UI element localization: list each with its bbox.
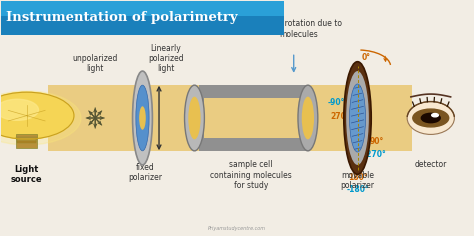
Ellipse shape — [188, 97, 201, 139]
Text: -90°: -90° — [328, 98, 345, 107]
FancyBboxPatch shape — [17, 141, 36, 143]
Circle shape — [421, 113, 440, 123]
Ellipse shape — [139, 106, 146, 130]
Text: fixed
polarizer: fixed polarizer — [128, 163, 162, 182]
FancyBboxPatch shape — [0, 1, 284, 16]
Text: Linearly
polarized
light: Linearly polarized light — [148, 44, 184, 73]
Polygon shape — [199, 85, 308, 151]
Polygon shape — [48, 85, 412, 151]
Text: unpolarized
light: unpolarized light — [73, 54, 118, 73]
FancyBboxPatch shape — [16, 137, 37, 139]
Circle shape — [432, 114, 438, 117]
Circle shape — [0, 92, 74, 139]
Ellipse shape — [302, 97, 314, 139]
Text: 90°: 90° — [369, 137, 383, 146]
Ellipse shape — [184, 85, 204, 151]
Text: 270°: 270° — [330, 112, 350, 121]
Text: 0°: 0° — [362, 52, 371, 62]
Circle shape — [413, 109, 449, 127]
Text: Priyamstudycentre.com: Priyamstudycentre.com — [208, 226, 266, 231]
Ellipse shape — [346, 71, 369, 165]
Ellipse shape — [407, 101, 455, 135]
Text: movable
polarizer: movable polarizer — [340, 171, 374, 190]
Text: 180°: 180° — [349, 173, 368, 182]
Circle shape — [0, 91, 81, 145]
FancyBboxPatch shape — [0, 1, 284, 35]
FancyBboxPatch shape — [16, 135, 37, 148]
Ellipse shape — [344, 62, 371, 174]
Polygon shape — [199, 143, 308, 151]
Ellipse shape — [136, 85, 149, 151]
Polygon shape — [204, 98, 303, 138]
Polygon shape — [199, 85, 308, 93]
FancyBboxPatch shape — [17, 138, 36, 140]
Text: sample cell
containing molecules
for study: sample cell containing molecules for stu… — [210, 160, 292, 190]
Text: -180°: -180° — [347, 185, 370, 194]
Text: Instrumentation of polarimetry: Instrumentation of polarimetry — [6, 11, 238, 24]
FancyBboxPatch shape — [17, 140, 36, 142]
Text: Light
source: Light source — [11, 165, 43, 184]
Ellipse shape — [349, 84, 365, 152]
Ellipse shape — [298, 85, 318, 151]
Circle shape — [0, 99, 38, 120]
Text: Optical rotation due to
molecules: Optical rotation due to molecules — [255, 19, 342, 39]
Text: detector: detector — [415, 160, 447, 169]
Ellipse shape — [133, 71, 153, 165]
Text: -270°: -270° — [364, 150, 387, 159]
